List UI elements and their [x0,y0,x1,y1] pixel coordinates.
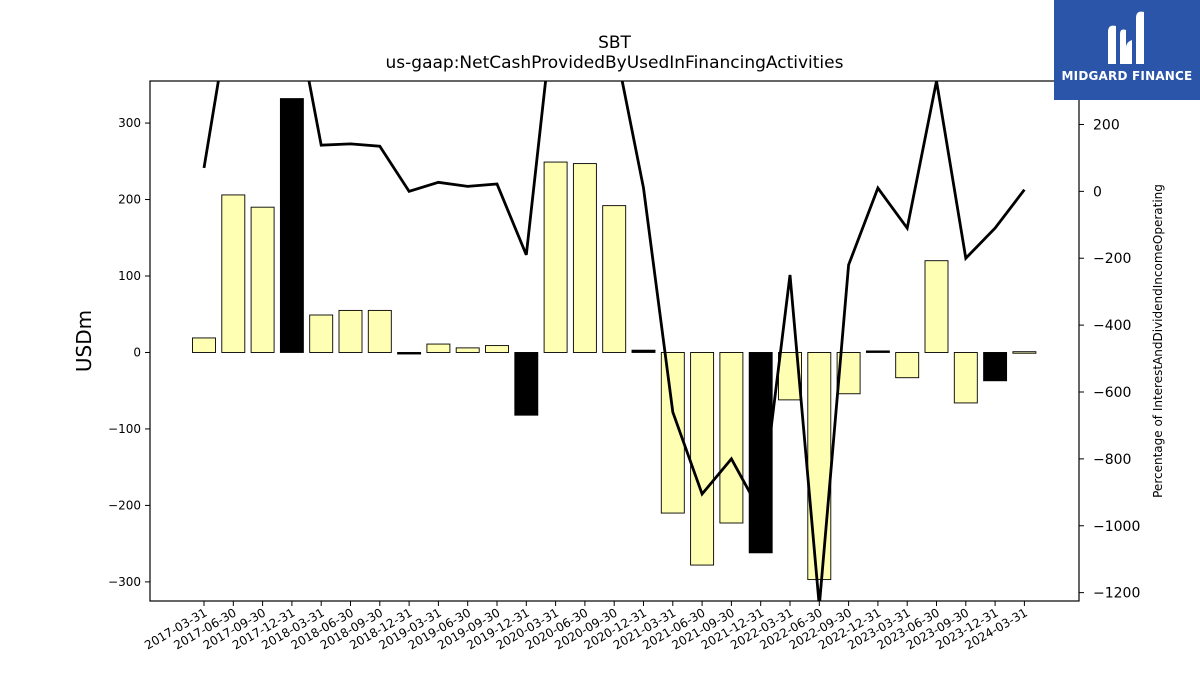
bar-2020-12-31 [631,349,656,353]
bar-2017-03-31 [192,337,216,353]
chart-title: SBT [598,33,631,53]
bar-2021-03-31 [660,352,685,514]
bar-series [192,98,1037,581]
bar-2021-06-30 [690,352,715,566]
bar-2022-12-31 [865,350,890,353]
y-tick-label: −300 [108,575,141,589]
logo-text: MIDGARD FINANCE [1061,69,1193,83]
y2-axis-label: Percentage of InterestAndDividendIncomeO… [1151,184,1165,498]
bar-2020-03-31 [543,161,568,353]
bar-2018-06-30 [338,309,363,353]
y2-tick-label: −600 [1093,385,1131,401]
y2-tick-label: −200 [1093,251,1131,267]
y2-tick-label: 200 [1093,117,1120,133]
y2-tick-label: −800 [1093,452,1131,468]
bar-2024-03-31 [1012,351,1037,354]
bar-2017-09-30 [250,206,275,353]
y-tick-label: 300 [118,116,141,130]
y-tick-label: 0 [133,345,141,359]
bar-2018-03-31 [309,314,334,353]
bar-2022-09-30 [836,352,861,395]
bar-2021-09-30 [719,352,744,524]
chart-subtitle: us-gaap:NetCashProvidedByUsedInFinancing… [386,53,844,73]
y-tick-label: −100 [108,422,141,436]
line-path [202,81,1026,601]
y-tick-label: 100 [118,269,141,283]
bar-2017-06-30 [221,194,246,353]
bar-2019-12-31 [514,352,539,416]
y2-tick-label: −400 [1093,318,1131,334]
logo-mark-icon [1108,11,1144,65]
bar-2020-06-30 [572,163,597,353]
bar-2023-09-30 [953,352,978,404]
bar-2017-12-31 [279,98,304,353]
brand-logo: MIDGARD FINANCE [1054,0,1200,100]
bar-2019-09-30 [485,345,509,353]
bar-2020-09-30 [602,205,627,353]
y2-tick-label: −1000 [1093,519,1140,535]
y-tick-label: −200 [108,498,141,512]
line-series [202,81,1026,601]
y2-tick-label: 0 [1093,184,1102,200]
y-tick-label: 200 [118,193,141,207]
bar-2022-06-30 [807,352,832,581]
bar-2023-06-30 [924,260,949,353]
bar-2018-09-30 [367,309,392,353]
y-axis-label: USDm [72,310,96,372]
bar-2019-06-30 [455,347,480,353]
bar-2019-03-31 [426,343,451,353]
bar-2023-12-31 [983,352,1008,382]
bar-2023-03-31 [895,352,920,379]
y2-tick-label: −1200 [1093,586,1140,602]
bar-2018-12-31 [397,352,422,355]
